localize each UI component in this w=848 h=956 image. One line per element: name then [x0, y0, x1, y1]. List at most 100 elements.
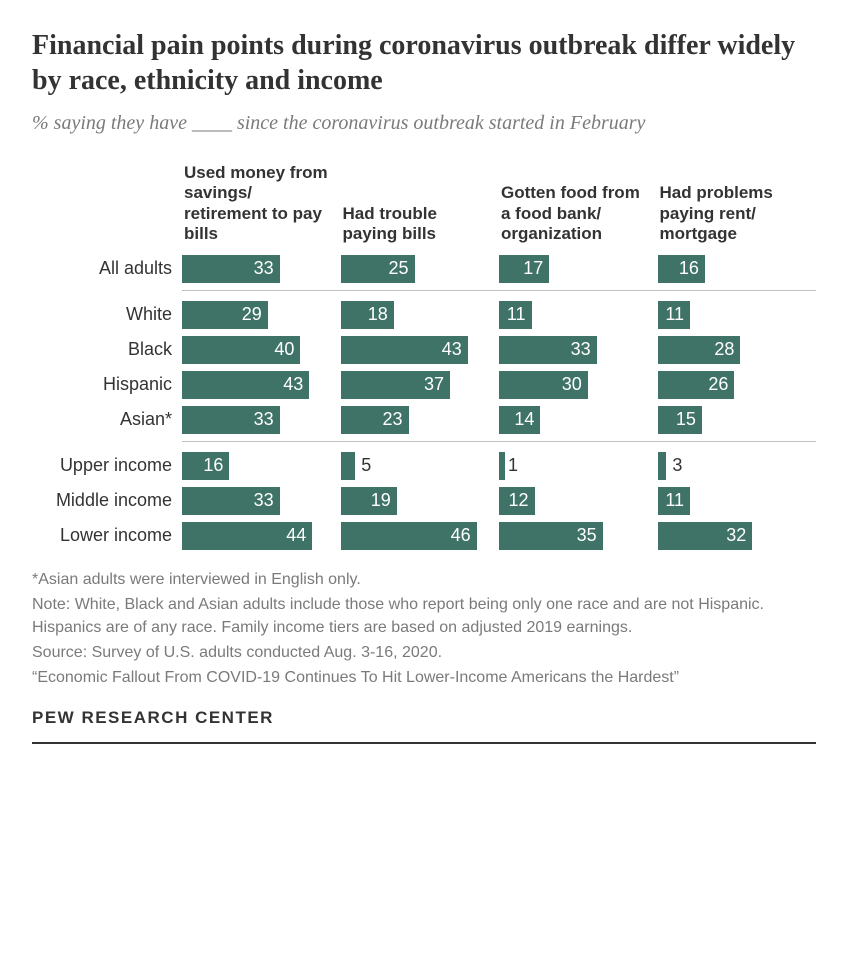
- bar-cell: 43: [182, 371, 341, 399]
- column-headers: Used money from savings/ retirement to p…: [32, 163, 816, 245]
- data-row: Lower income 44 46 35 32: [32, 522, 816, 550]
- bar: 23: [341, 406, 409, 434]
- bar: 40: [182, 336, 300, 364]
- data-row: Asian*33231415: [32, 406, 816, 434]
- row-label: Upper income: [32, 455, 182, 476]
- bar-value: 11: [665, 490, 684, 511]
- bar: 33: [182, 406, 280, 434]
- bar: 16: [182, 452, 229, 480]
- bar-value: 14: [514, 409, 534, 430]
- bar-value: 32: [726, 525, 746, 546]
- bar: 32: [658, 522, 753, 550]
- footnotes: *Asian adults were interviewed in Englis…: [32, 568, 816, 690]
- bar-value: 19: [371, 490, 391, 511]
- bar-value: 44: [286, 525, 306, 546]
- bar-value: 33: [571, 339, 591, 360]
- bar: 30: [499, 371, 588, 399]
- bar-cell: 26: [658, 371, 817, 399]
- bar-cell: 35: [499, 522, 658, 550]
- bar-value: 16: [203, 455, 223, 476]
- bar-cell: 33: [182, 487, 341, 515]
- bar: 29: [182, 301, 268, 329]
- data-row: Middle income33191211: [32, 487, 816, 515]
- bar-value: 37: [424, 374, 444, 395]
- bar-value: 43: [442, 339, 462, 360]
- bar: 15: [658, 406, 702, 434]
- bar-cell: 40: [182, 336, 341, 364]
- bar-cell: 14: [499, 406, 658, 434]
- bottom-rule: [32, 742, 816, 744]
- bar-cell: 19: [341, 487, 500, 515]
- bar: 26: [658, 371, 735, 399]
- bar-cell: 46: [341, 522, 500, 550]
- bar-cell: 33: [182, 255, 341, 283]
- bar-cell: 29: [182, 301, 341, 329]
- bar-cell: 25: [341, 255, 500, 283]
- chart-area: Used money from savings/ retirement to p…: [32, 163, 816, 550]
- bar-value: 5: [355, 455, 371, 476]
- bar-cell: 3: [658, 452, 817, 480]
- bar-value: 11: [507, 304, 526, 325]
- column-header: Had trouble paying bills: [341, 204, 500, 245]
- row-label: All adults: [32, 258, 182, 279]
- bar-value: 35: [577, 525, 597, 546]
- footnote-line: Source: Survey of U.S. adults conducted …: [32, 641, 816, 664]
- bar-cell: 12: [499, 487, 658, 515]
- data-row: White29 18 11 11: [32, 301, 816, 329]
- bar-value: 33: [254, 409, 274, 430]
- bar: 11: [499, 301, 532, 329]
- bar: 18: [341, 301, 394, 329]
- bar-cell: 11: [499, 301, 658, 329]
- row-label: White: [32, 304, 182, 325]
- bar-cell: 18: [341, 301, 500, 329]
- bar-value: 18: [368, 304, 388, 325]
- bar-cell: 15: [658, 406, 817, 434]
- bar: 11: [658, 301, 691, 329]
- column-header: Gotten food from a food bank/ organizati…: [499, 183, 658, 244]
- bar: 35: [499, 522, 603, 550]
- bar-value: 3: [666, 455, 682, 476]
- row-label: Lower income: [32, 525, 182, 546]
- bar-value: 26: [708, 374, 728, 395]
- group-divider: [182, 441, 816, 442]
- bar: 19: [341, 487, 397, 515]
- bar-cell: 30: [499, 371, 658, 399]
- bar-cell: 32: [658, 522, 817, 550]
- bar-cell: 28: [658, 336, 817, 364]
- bar-value: 16: [679, 258, 699, 279]
- data-row: Upper income 16 5 13: [32, 452, 816, 480]
- bar: 33: [182, 255, 280, 283]
- bar-cell: 16: [658, 255, 817, 283]
- bar-value: 33: [254, 490, 274, 511]
- footnote-line: *Asian adults were interviewed in Englis…: [32, 568, 816, 591]
- bar-cell: 11: [658, 487, 817, 515]
- bar-value: 46: [451, 525, 471, 546]
- column-header: Used money from savings/ retirement to p…: [182, 163, 341, 245]
- bar: 17: [499, 255, 549, 283]
- bar-cell: 1: [499, 452, 658, 480]
- bar: 33: [499, 336, 597, 364]
- bar-value: 28: [714, 339, 734, 360]
- chart-title: Financial pain points during coronavirus…: [32, 28, 816, 98]
- bar-cell: 17: [499, 255, 658, 283]
- bar: 25: [341, 255, 415, 283]
- row-label: Black: [32, 339, 182, 360]
- bar: [658, 452, 667, 480]
- footnote-line: Note: White, Black and Asian adults incl…: [32, 593, 816, 639]
- data-row: All adults 33 25 17 16: [32, 255, 816, 283]
- bar-cell: 33: [499, 336, 658, 364]
- bar-value: 33: [254, 258, 274, 279]
- bar: 16: [658, 255, 705, 283]
- bar-value: 30: [562, 374, 582, 395]
- bar-cell: 5: [341, 452, 500, 480]
- bar: 14: [499, 406, 540, 434]
- bar: 33: [182, 487, 280, 515]
- row-label: Hispanic: [32, 374, 182, 395]
- bar-value: 12: [508, 490, 528, 511]
- data-row: Hispanic 43 37 30 26: [32, 371, 816, 399]
- bar-cell: 37: [341, 371, 500, 399]
- bar-value: 43: [283, 374, 303, 395]
- bar-value: 15: [676, 409, 696, 430]
- bar-value: 11: [665, 304, 684, 325]
- bar: [341, 452, 356, 480]
